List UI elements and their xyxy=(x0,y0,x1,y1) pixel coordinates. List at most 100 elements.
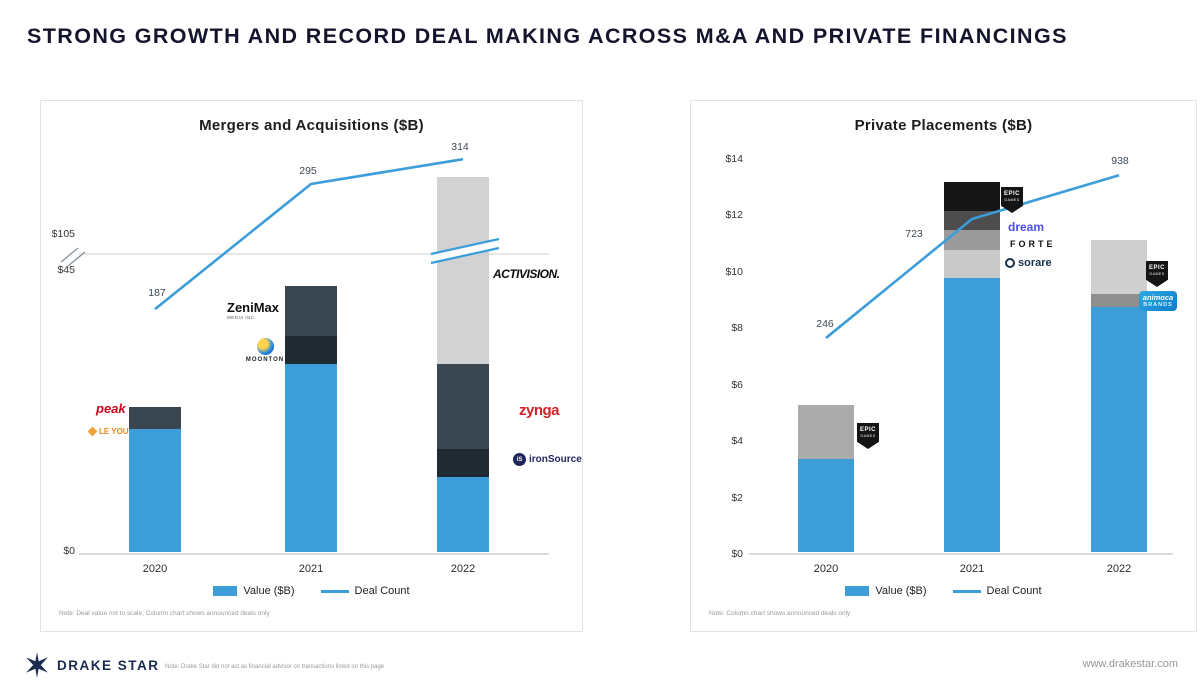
activision-logo: ACTIVISION. xyxy=(493,267,560,281)
bar-segment-activision-deal xyxy=(437,176,489,364)
x-axis-label-2021: 2021 xyxy=(298,563,324,575)
deal-count-value: 187 xyxy=(148,287,166,300)
bar-segment-epic-games-raise xyxy=(944,182,1000,211)
x-axis-label-2022: 2022 xyxy=(1106,563,1132,575)
bar-segment-zenimax-deal xyxy=(285,286,337,337)
dream-games-logo: dream xyxy=(1008,220,1045,234)
epic-games-logo-subtext: GAMES xyxy=(1004,198,1020,202)
footer-disclaimer: Note: Drake Star did not act as financia… xyxy=(165,664,385,670)
bar-segment-value-b- xyxy=(1091,306,1147,552)
animoca-logo-text: animoca xyxy=(1142,293,1174,302)
y-axis-label: $14 xyxy=(725,153,743,165)
y-axis-break-mark xyxy=(60,247,79,263)
moonton-logo-text: MOONTON xyxy=(245,357,285,363)
bar-segment-moonton-deal xyxy=(285,336,337,365)
value-legend-swatch xyxy=(213,586,238,596)
animoca-logo-subtext: BRANDS xyxy=(1143,302,1173,308)
y-axis-label: $8 xyxy=(731,322,743,335)
y-axis-label: $0 xyxy=(731,548,743,560)
zenimax-logo: ZeniMax MEDIA INC. xyxy=(227,300,279,320)
forte-logo: FORTE xyxy=(1010,239,1056,249)
moonton-icon xyxy=(256,338,274,355)
deal-count-value: 314 xyxy=(451,141,469,154)
ironsource-logo-text: ironSource xyxy=(529,454,582,465)
y-axis-label: $6 xyxy=(731,378,743,391)
private-placements-note: Note: Column chart shows announced deals… xyxy=(709,610,851,617)
y-axis-label: $12 xyxy=(725,209,743,222)
y-axis-label: $10 xyxy=(725,265,743,278)
bar-segment-dream-raise xyxy=(944,210,1000,231)
peak-games-logo: peak xyxy=(96,401,126,416)
mna-chart-note: Note: Deal value not to scale; Column ch… xyxy=(59,610,270,617)
y-axis-label: $105 xyxy=(51,228,75,240)
y-axis-label: $2 xyxy=(731,491,743,504)
bar-segment-value-b- xyxy=(437,476,489,552)
y-axis-label: $0 xyxy=(63,545,75,557)
value-legend-label: Value ($B) xyxy=(875,585,927,597)
deal-count-legend-line xyxy=(952,589,981,593)
bar-segment-value-b- xyxy=(285,364,337,552)
page-title: STRONG GROWTH AND RECORD DEAL MAKING ACR… xyxy=(27,24,1068,48)
x-axis-label-2020: 2020 xyxy=(813,563,839,575)
drake-star-wordmark: DRAKE STAR xyxy=(57,657,160,673)
x-axis-label-2022: 2022 xyxy=(450,563,476,575)
sorare-logo: sorare xyxy=(1005,257,1052,269)
value-legend-swatch xyxy=(845,586,870,596)
private-placements-chart-title: Private Placements ($B) xyxy=(854,117,1033,134)
epic-games-logo-text: EPIC xyxy=(859,427,876,433)
x-axis-label-2021: 2021 xyxy=(959,563,985,575)
bar-segment-epic-games-raise xyxy=(798,405,854,459)
bar-segment-sorare-raise xyxy=(944,250,1000,279)
y-axis-label: $45 xyxy=(57,264,75,276)
zenimax-logo-text: ZeniMax xyxy=(227,300,280,315)
legend-item-deal-count: Deal Count xyxy=(952,585,1042,597)
leyou-logo-text: LE YOU xyxy=(99,427,129,436)
bar-segment-peak-and-leyou-deals xyxy=(129,407,181,429)
bar-segment-value-b- xyxy=(944,278,1000,552)
deal-count-value: 723 xyxy=(905,228,923,241)
deal-count-legend-label: Deal Count xyxy=(354,585,410,597)
mna-chart-legend: Value ($B) Deal Count xyxy=(41,585,582,597)
sorare-icon xyxy=(1005,258,1015,268)
deal-count-legend-line xyxy=(320,589,349,593)
animoca-brands-logo: animoca BRANDS xyxy=(1139,291,1177,311)
footer-website-link[interactable]: www.drakestar.com xyxy=(1082,658,1178,670)
deal-count-value: 246 xyxy=(816,317,834,330)
ironsource-logo: iS ironSource xyxy=(513,453,582,466)
bar-segment-forte-raise xyxy=(944,230,1000,251)
drake-star-star-icon xyxy=(26,652,48,678)
deal-count-legend-label: Deal Count xyxy=(986,585,1042,597)
legend-item-value: Value ($B) xyxy=(845,585,927,597)
legend-item-value: Value ($B) xyxy=(213,585,295,597)
epic-games-logo-subtext: GAMES xyxy=(860,434,876,438)
mna-chart-title: Mergers and Acquisitions ($B) xyxy=(199,117,424,134)
leyou-diamond-icon xyxy=(87,426,98,437)
deal-count-value: 295 xyxy=(299,164,317,177)
x-axis-label-2020: 2020 xyxy=(142,563,168,575)
drake-star-logo: DRAKE STAR xyxy=(24,652,160,678)
deal-count-value: 938 xyxy=(1111,155,1129,168)
epic-games-logo: EPIC GAMES xyxy=(1146,261,1168,287)
epic-games-logo: EPIC GAMES xyxy=(857,423,879,449)
epic-games-logo-text: EPIC xyxy=(1003,191,1020,197)
private-placements-chart-card: Private Placements ($B) EPIC GAMES EPIC … xyxy=(690,100,1197,632)
y-axis-label: $4 xyxy=(731,435,743,448)
ironsource-icon: iS xyxy=(513,453,526,466)
epic-games-logo-text: EPIC xyxy=(1148,265,1165,271)
value-legend-label: Value ($B) xyxy=(243,585,295,597)
bar-segment-ironsource-deal xyxy=(437,448,489,477)
private-placements-legend: Value ($B) Deal Count xyxy=(691,585,1196,597)
epic-games-logo-subtext: GAMES xyxy=(1149,272,1165,276)
mna-chart-card: Mergers and Acquisitions ($B) peak LE YO… xyxy=(40,100,583,632)
epic-games-logo: EPIC GAMES xyxy=(1001,187,1023,213)
zynga-logo: zynga xyxy=(519,402,560,419)
zenimax-logo-subtext: MEDIA INC. xyxy=(227,315,257,320)
bar-segment-value-b- xyxy=(129,428,181,552)
legend-item-deal-count: Deal Count xyxy=(320,585,410,597)
bar-segment-zynga-deal xyxy=(437,363,489,449)
leyou-logo: LE YOU xyxy=(87,426,129,437)
bar-segment-epic-games-raise xyxy=(1091,240,1147,294)
sorare-logo-text: sorare xyxy=(1018,257,1052,269)
moonton-logo: MOONTON xyxy=(241,338,289,363)
bar-segment-value-b- xyxy=(798,458,854,552)
